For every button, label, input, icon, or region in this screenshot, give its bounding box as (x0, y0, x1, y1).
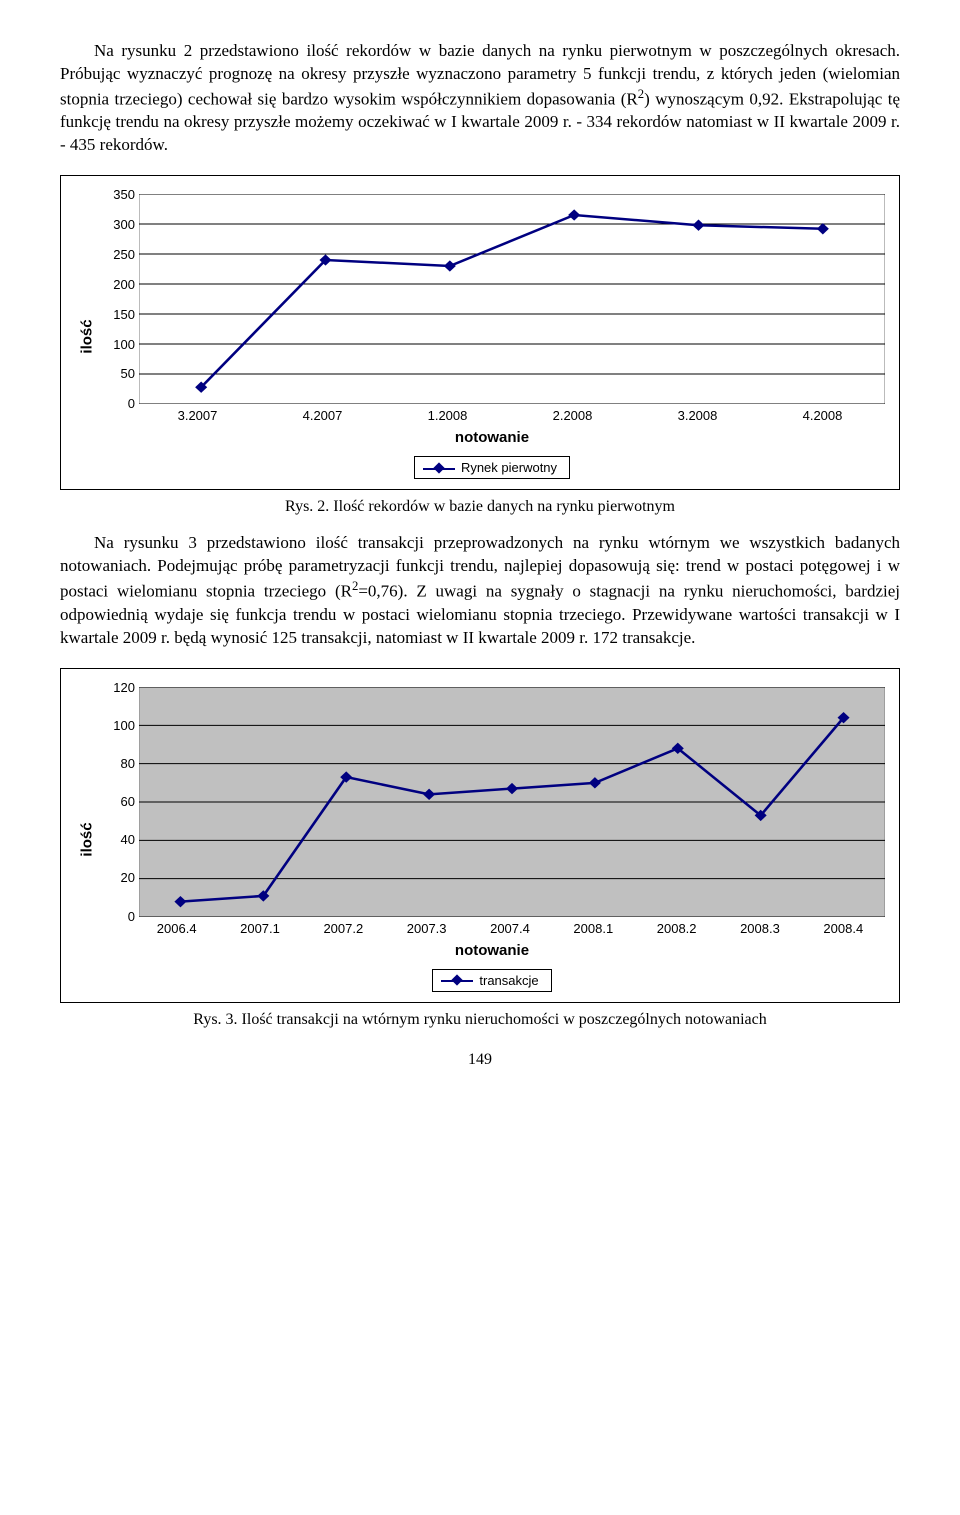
chart-1-plot (139, 194, 885, 404)
chart-1-ylabel: ilość (79, 320, 96, 354)
chart-1-legend-marker-icon (433, 462, 444, 473)
chart-2-plot (139, 687, 885, 917)
chart-1-xlabel: notowanie (99, 429, 885, 446)
chart-2-legend-line-icon (441, 974, 473, 986)
chart-1-legend: Rynek pierwotny (414, 456, 570, 479)
chart-2-legend-marker-icon (452, 975, 463, 986)
page-number: 149 (60, 1051, 900, 1069)
chart-2-legend-label: transakcje (479, 973, 538, 988)
chart-2-legend: transakcje (432, 969, 551, 992)
chart-1-xticks: 3.20074.20071.20082.20083.20084.2008 (135, 408, 885, 423)
chart-2-xticks: 2006.42007.12007.22007.32007.42008.12008… (135, 921, 885, 936)
paragraph-2: Na rysunku 3 przedstawiono ilość transak… (60, 532, 900, 649)
caption-1: Rys. 2. Ilość rekordów w bazie danych na… (60, 498, 900, 516)
chart-1-legend-line-icon (423, 462, 455, 474)
chart-2-ylabel-holder: ilość (75, 687, 99, 992)
chart-1-ylabel-holder: ilość (75, 194, 99, 479)
chart-1-frame: ilość 350300250200150100500 3.20074.2007… (60, 175, 900, 490)
chart-1-yticks: 350300250200150100500 (99, 194, 139, 404)
chart-2-yticks: 120100806040200 (99, 687, 139, 917)
chart-1-legend-label: Rynek pierwotny (461, 460, 557, 475)
chart-2-ylabel: ilość (79, 822, 96, 856)
caption-2: Rys. 3. Ilość transakcji na wtórnym rynk… (60, 1011, 900, 1029)
chart-2-xlabel: notowanie (99, 942, 885, 959)
chart-2-frame: ilość 120100806040200 2006.42007.12007.2… (60, 668, 900, 1003)
paragraph-1: Na rysunku 2 przedstawiono ilość rekordó… (60, 40, 900, 157)
